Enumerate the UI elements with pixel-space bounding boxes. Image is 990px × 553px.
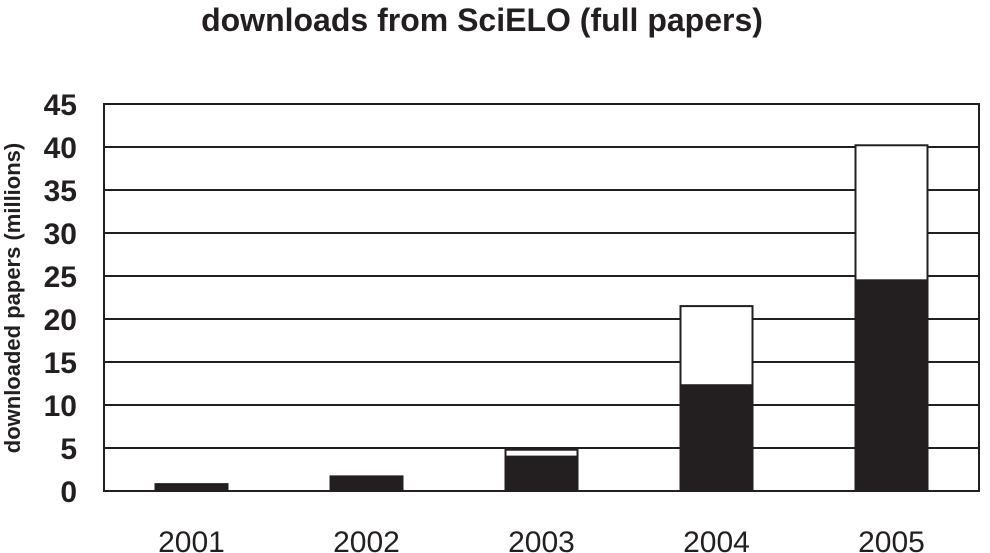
y-tick-label: 10 — [44, 390, 77, 423]
x-axis-ticks: 2001 2002 2003 2004 2005 — [158, 526, 925, 553]
y-tick-label: 5 — [60, 433, 77, 466]
x-tick-label: 2001 — [158, 526, 225, 553]
bar-2002-segment-1 — [329, 475, 404, 493]
bar-2004-segment-1 — [679, 384, 754, 492]
y-tick-label: 35 — [44, 175, 77, 208]
plot-area — [103, 103, 980, 492]
bar-2005-segment-2 — [854, 144, 929, 282]
bar-2003-segment-2 — [504, 448, 579, 458]
y-tick-label: 30 — [44, 218, 77, 251]
x-tick-label: 2002 — [333, 526, 400, 553]
bar-2005-segment-1 — [854, 279, 929, 492]
y-tick-label: 25 — [44, 261, 77, 294]
y-tick-label: 40 — [44, 132, 77, 165]
x-tick-label: 2003 — [508, 526, 575, 553]
bar-2003-segment-1 — [504, 455, 579, 493]
x-tick-label: 2005 — [858, 526, 925, 553]
y-axis-label: downloaded papers (millions) — [0, 143, 25, 453]
bar-2001-segment-1 — [154, 483, 229, 492]
y-axis-ticks: 0 5 10 15 20 25 30 35 40 45 — [44, 89, 77, 509]
y-tick-label: 20 — [44, 304, 77, 337]
bar-2004-segment-2 — [679, 305, 754, 387]
y-tick-label: 15 — [44, 347, 77, 380]
x-tick-label: 2004 — [683, 526, 750, 553]
y-tick-label: 45 — [44, 89, 77, 122]
chart-title: downloads from SciELO (full papers) — [201, 2, 763, 38]
y-tick-label: 0 — [60, 476, 77, 509]
gridlines — [104, 146, 979, 449]
